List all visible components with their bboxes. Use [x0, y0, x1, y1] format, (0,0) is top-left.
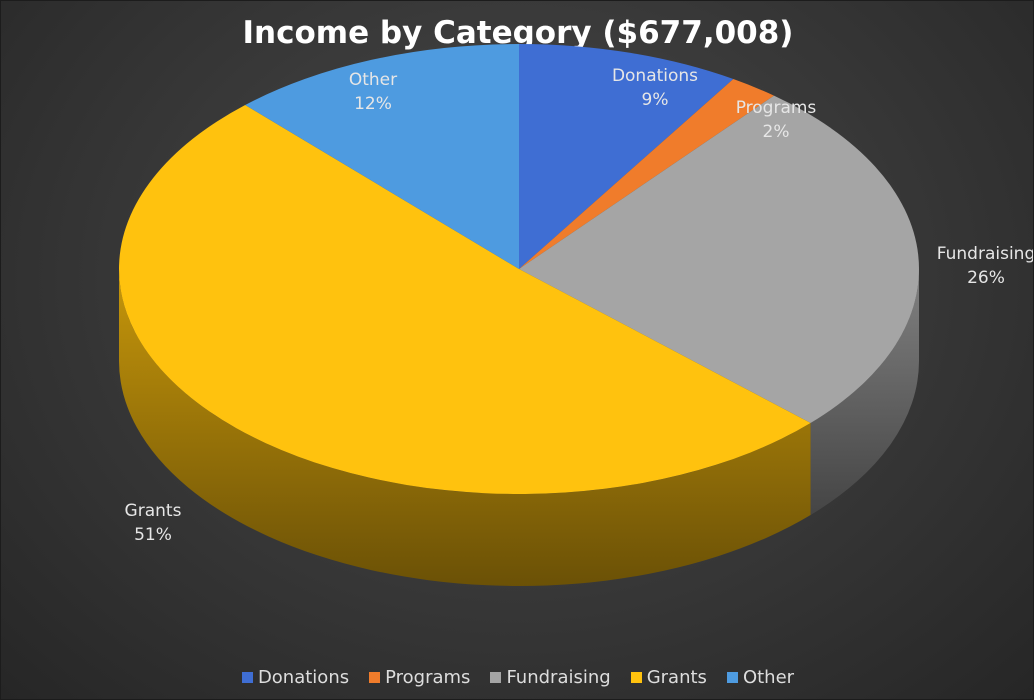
legend-swatch-donations [241, 672, 253, 683]
legend-item-grants: Grants [630, 667, 707, 688]
pie-slice-programs [519, 79, 774, 269]
legend: Donations Programs Fundraising Grants Other [1, 667, 1033, 688]
pie-slice-fundraising [519, 95, 920, 424]
data-label-value-programs: 2% [763, 122, 790, 142]
data-label-value-donations: 9% [642, 90, 669, 110]
legend-swatch-programs [369, 672, 381, 683]
data-label-name-fundraising: Fundraising [937, 244, 1034, 264]
legend-item-programs: Programs [369, 667, 470, 688]
data-label-value-fundraising: 26% [967, 268, 1005, 288]
data-label-name-programs: Programs [736, 98, 817, 118]
legend-label-other: Other [742, 667, 795, 688]
data-label-name-other: Other [349, 70, 397, 90]
legend-label-fundraising: Fundraising [506, 667, 611, 688]
data-label-value-other: 12% [354, 94, 392, 114]
legend-label-programs: Programs [385, 667, 471, 688]
legend-item-fundraising: Fundraising [490, 667, 611, 688]
data-label-name-grants: Grants [125, 501, 182, 521]
legend-swatch-other [726, 672, 738, 683]
pie-slice-other [245, 43, 519, 269]
pie-side-fundraising [810, 269, 919, 516]
legend-item-donations: Donations [241, 667, 350, 688]
data-label-name-donations: Donations [612, 66, 698, 86]
legend-swatch-fundraising [490, 672, 502, 683]
legend-item-other: Other [726, 667, 795, 688]
pie-side-grants [119, 269, 811, 586]
legend-swatch-grants [630, 672, 642, 683]
legend-label-grants: Grants [646, 667, 707, 688]
pie-slice-grants [119, 104, 811, 494]
legend-label-donations: Donations [257, 667, 350, 688]
pie-slice-donations [519, 44, 734, 269]
data-label-value-grants: 51% [134, 525, 172, 545]
